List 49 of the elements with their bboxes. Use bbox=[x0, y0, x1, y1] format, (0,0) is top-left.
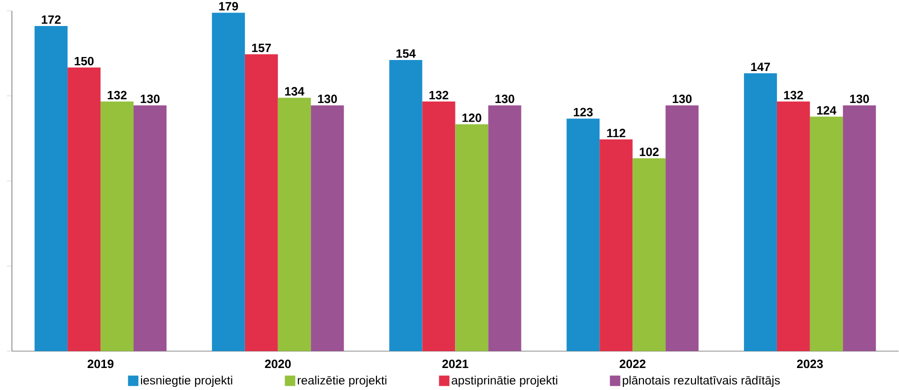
data-label: 130 bbox=[672, 94, 692, 104]
bar bbox=[310, 105, 344, 352]
bar bbox=[68, 68, 101, 352]
bar bbox=[455, 124, 488, 352]
bar bbox=[34, 26, 68, 352]
bar bbox=[389, 60, 422, 352]
x-tick-label: 2023 bbox=[797, 360, 823, 368]
data-label: 130 bbox=[140, 94, 160, 104]
data-label: 130 bbox=[495, 94, 514, 104]
bar bbox=[744, 73, 777, 352]
bar bbox=[600, 139, 633, 352]
x-tick-label: 2019 bbox=[88, 360, 114, 368]
legend-label: iesniegtie projekti bbox=[141, 376, 232, 387]
bar bbox=[488, 105, 522, 352]
bar bbox=[134, 105, 167, 352]
data-label: 150 bbox=[74, 56, 94, 66]
bar bbox=[212, 12, 245, 352]
bar bbox=[100, 102, 134, 352]
bar bbox=[842, 105, 876, 352]
bar bbox=[566, 118, 600, 352]
data-label: 147 bbox=[751, 62, 770, 72]
data-label: 157 bbox=[252, 44, 271, 52]
data-label: 130 bbox=[318, 94, 337, 104]
data-label: 123 bbox=[574, 108, 593, 116]
bar bbox=[244, 54, 278, 352]
bar bbox=[278, 98, 311, 352]
legend-label: plānotais rezultatīvais rādītājs bbox=[622, 376, 780, 387]
legend-label: realizētie projekti bbox=[298, 376, 386, 387]
data-label: 172 bbox=[42, 15, 61, 24]
data-label: 132 bbox=[784, 90, 803, 100]
x-tick-label: 2022 bbox=[620, 360, 646, 368]
data-label: 130 bbox=[850, 94, 869, 104]
bar bbox=[632, 158, 666, 352]
data-label: 134 bbox=[285, 87, 304, 96]
bar bbox=[776, 102, 810, 352]
data-label: 124 bbox=[817, 106, 836, 115]
data-label: 179 bbox=[219, 2, 238, 11]
data-label: 120 bbox=[462, 114, 482, 122]
data-label: 154 bbox=[396, 49, 416, 58]
bar bbox=[810, 116, 843, 352]
bar bbox=[422, 102, 456, 352]
data-label: 102 bbox=[640, 148, 659, 156]
x-tick-label: 2021 bbox=[442, 360, 468, 368]
bar bbox=[666, 105, 699, 352]
x-tick-label: 2020 bbox=[264, 360, 291, 368]
legend-label: apstiprinātie projekti bbox=[452, 376, 558, 387]
data-label: 132 bbox=[429, 90, 448, 100]
data-label: 132 bbox=[108, 90, 127, 100]
data-label: 112 bbox=[607, 128, 626, 138]
